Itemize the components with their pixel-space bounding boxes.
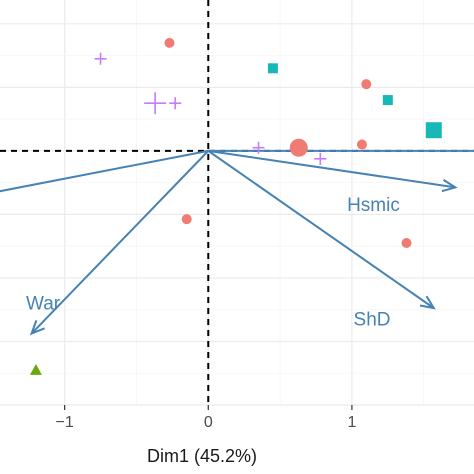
square-point	[382, 95, 393, 106]
vector-label: War	[26, 294, 61, 315]
vector-arrowhead	[441, 179, 458, 193]
square-point	[425, 122, 442, 139]
vector-label: Hsmic	[347, 195, 400, 216]
x-tick-label: 0	[204, 414, 213, 431]
circle-point	[164, 37, 175, 48]
plus-point	[169, 97, 182, 110]
circle-point	[401, 238, 412, 248]
triangle-point	[29, 364, 42, 375]
x-axis-title: Dim1 (45.2%)	[147, 446, 257, 466]
vector-line	[30, 150, 209, 335]
circle-point	[289, 138, 308, 157]
plus-point	[94, 52, 107, 65]
circle-point	[361, 79, 372, 90]
square-point	[267, 63, 278, 74]
circle-point	[181, 214, 192, 225]
x-tick-label: 1	[347, 414, 356, 431]
vector-arrowhead	[29, 320, 45, 336]
circle-point	[356, 139, 367, 150]
vector-label: ShD	[354, 310, 391, 331]
plus-point	[252, 141, 265, 154]
x-axis-ticks: −1 0 1	[56, 405, 356, 431]
plus-point	[314, 152, 327, 165]
plus-point	[144, 92, 167, 115]
grid-lines	[0, 0, 474, 406]
vector-line	[207, 150, 435, 309]
vector-line	[0, 149, 209, 193]
variable-vectors: War Hsmic ShD	[0, 149, 474, 336]
vector-arrowhead	[419, 295, 436, 310]
reference-lines	[0, 0, 474, 405]
data-points	[29, 37, 442, 375]
vector-line	[208, 149, 456, 189]
x-tick-label: −1	[56, 414, 74, 431]
